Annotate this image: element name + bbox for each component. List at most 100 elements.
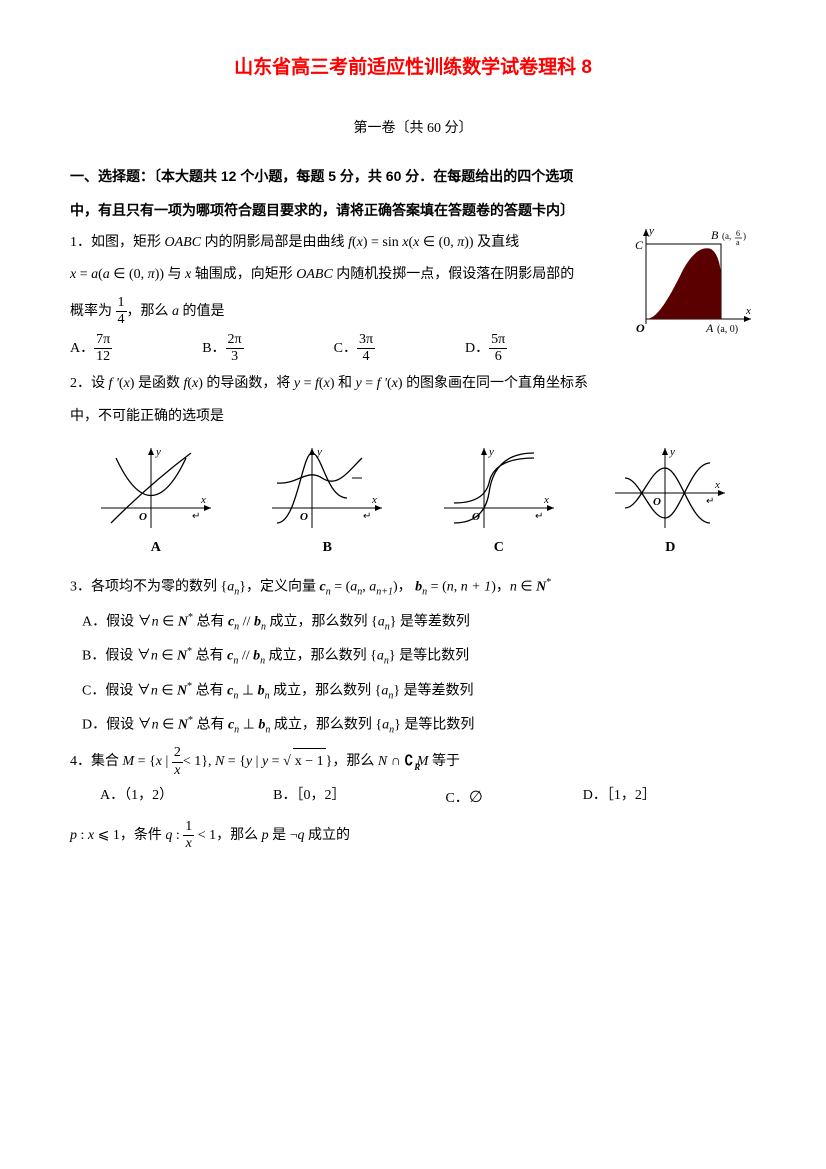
q1-tc: 及直线 xyxy=(474,235,520,250)
frac-1-x: 1x xyxy=(183,819,194,852)
in2: ∈ xyxy=(113,267,125,282)
N: N xyxy=(536,580,546,595)
q1-optC: C．3π4 xyxy=(334,332,375,365)
col: : xyxy=(77,828,88,843)
q2: 2．设 f '(x) 是函数 f(x) 的导函数，将 y = f(x) 和 y … xyxy=(70,371,756,398)
svg-text:y: y xyxy=(155,446,161,458)
cm2: , xyxy=(454,580,461,595)
eq2: = xyxy=(362,376,377,391)
eq: = xyxy=(300,376,315,391)
pi: π xyxy=(457,235,464,250)
eq: = ( xyxy=(331,580,351,595)
q4-B: B．［0，2］ xyxy=(273,783,345,813)
x2: x xyxy=(402,235,408,250)
col2: : xyxy=(172,828,183,843)
graph-B: y x O ↵ B xyxy=(267,443,387,562)
a: a xyxy=(91,267,98,282)
q3: 3．各项均不为零的数列 {an}，定义向量 cn = (an, an+1)， b… xyxy=(70,573,756,601)
svg-text:y: y xyxy=(669,446,675,458)
svg-text:↵: ↵ xyxy=(363,511,371,522)
q2-graphs: y x O ↵ A y x O ↵ B y x O xyxy=(70,443,756,562)
xx: x xyxy=(192,376,198,391)
t3: 等于 xyxy=(428,754,460,769)
label-C: C xyxy=(439,535,559,562)
q3-A: A．假设 ∀n ∈ N* 总有 cn // bn 成立，那么数列 {an} 是等… xyxy=(82,608,756,636)
q4-A: A．（1，2） xyxy=(100,783,173,813)
section-heading-line1: 一、选择题：〔本大题共 12 个小题，每题 5 分，共 60 分．在每题给出的四… xyxy=(70,163,756,190)
q4-options: A．（1，2） B．［0，2］ C．∅ D．［1，2］ xyxy=(100,783,756,813)
label-B: B xyxy=(267,535,387,562)
in: ∈ xyxy=(423,235,435,250)
z: 0 xyxy=(443,235,450,250)
t1: ，条件 xyxy=(120,828,166,843)
oabc: OABC xyxy=(165,235,202,250)
q4: 4．集合 M = {x | 2x< 1}, N = {y | y = √x − … xyxy=(70,745,756,778)
sqrt: x − 1 xyxy=(291,748,326,776)
x3: x xyxy=(392,376,398,391)
p: p xyxy=(70,828,77,843)
fp: f ' xyxy=(109,376,119,391)
t3b: ，那么 xyxy=(127,304,173,319)
q1: 1．如图，矩形 OABC 内的阴影局部是由曲线 f(x) = sin x(x ∈… xyxy=(70,230,756,257)
frac-2-x: 2x xyxy=(172,745,183,778)
q3-t1: 3．各项均不为零的数列 { xyxy=(70,580,227,595)
q1-text: 1．如图，矩形 xyxy=(70,235,165,250)
N: N xyxy=(215,754,224,769)
n2: n xyxy=(447,580,454,595)
svg-text:↵: ↵ xyxy=(706,496,714,507)
q1-options: A．7π12 B．2π3 C．3π4 D．5π6 xyxy=(70,332,623,365)
q3-C: C．假设 ∀n ∈ N* 总有 cn ⊥ bn 成立，那么数列 {an} 是等差… xyxy=(82,677,756,705)
q2-line2: 中，不可能正确的选项是 xyxy=(70,404,756,431)
N2: N xyxy=(378,754,387,769)
svg-text:↵: ↵ xyxy=(192,511,200,522)
q2-t1: 2．设 xyxy=(70,376,109,391)
graph-D: y x O ↵ D xyxy=(610,443,730,562)
q3-t2: }，定义向量 xyxy=(239,580,319,595)
lt: < 1} xyxy=(183,754,208,769)
svg-text:O: O xyxy=(300,511,308,523)
volume-label: 第一卷〔共 60 分〕 xyxy=(70,116,756,143)
label-A: A xyxy=(96,535,216,562)
np1b: n + 1 xyxy=(461,580,491,595)
lt: < 1 xyxy=(194,828,216,843)
q2-t2: 是函数 xyxy=(134,376,183,391)
t2b: 与 xyxy=(164,267,185,282)
svg-text:x: x xyxy=(200,494,206,506)
a2: a xyxy=(103,267,110,282)
svg-text:↵: ↵ xyxy=(535,511,543,522)
q1-optB: B．2π3 xyxy=(202,332,243,365)
cap: ∩ xyxy=(387,754,404,769)
x: x xyxy=(357,235,363,250)
eq2: = ( xyxy=(427,580,447,595)
svg-text:O: O xyxy=(653,496,661,508)
q2-t5: 的图象画在同一个直角坐标系 xyxy=(403,376,589,391)
oabc2: OABC xyxy=(296,267,333,282)
label-D: D xyxy=(610,535,730,562)
fp2: f ' xyxy=(377,376,387,391)
a3: a xyxy=(172,304,179,319)
M: M xyxy=(123,754,135,769)
pi2: π xyxy=(148,267,155,282)
x3: x xyxy=(413,235,419,250)
t2d: 内随机投掷一点，假设落在阴影局部的 xyxy=(333,267,575,282)
f2: f xyxy=(315,376,319,391)
q3-D: D．假设 ∀n ∈ N* 总有 cn ⊥ bn 成立，那么数列 {an} 是等比… xyxy=(82,711,756,739)
eq2: = xyxy=(76,267,91,282)
t2: ，那么 xyxy=(216,828,262,843)
svg-text:x: x xyxy=(543,494,549,506)
radical-icon: √ xyxy=(283,754,291,769)
graph-C: y x O ↵ C xyxy=(439,443,559,562)
q3-B: B．假设 ∀n ∈ N* 总有 cn // bn 成立，那么数列 {an} 是等… xyxy=(82,642,756,670)
z2: 0 xyxy=(134,267,141,282)
eq3: = xyxy=(268,754,283,769)
q4-C: C．∅ xyxy=(445,783,482,813)
cm: , xyxy=(208,754,215,769)
eq2: = { xyxy=(224,754,246,769)
t3a: 概率为 xyxy=(70,304,116,319)
t2: ，那么 xyxy=(332,754,378,769)
t3: 是 xyxy=(269,828,290,843)
np1: n+1 xyxy=(376,587,393,598)
q2: q xyxy=(298,828,305,843)
bar: | xyxy=(162,754,172,769)
t3c: 的值是 xyxy=(179,304,225,319)
